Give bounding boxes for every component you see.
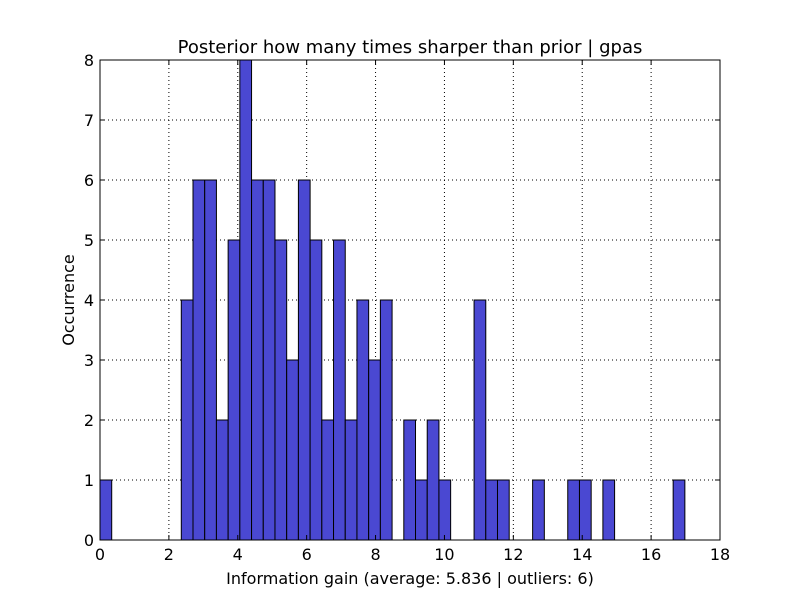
histogram-bar (473, 299, 487, 541)
y-tick-label: 7 (84, 111, 94, 130)
chart-title: Posterior how many times sharper than pr… (178, 37, 643, 58)
histogram-bar (344, 419, 358, 541)
histogram-bar (192, 179, 206, 541)
histogram-bar (415, 479, 428, 541)
histogram-bar (403, 419, 417, 541)
histogram-bar (438, 479, 452, 541)
y-tick-label: 4 (84, 291, 94, 310)
x-tick-label: 14 (572, 545, 592, 564)
histogram-bar (262, 179, 276, 541)
histogram-bar (309, 239, 323, 541)
histogram-bar (578, 479, 592, 541)
x-axis-label: Information gain (average: 5.836 | outli… (226, 569, 594, 588)
y-tick-labels: 0 1 2 3 4 5 6 7 8 (84, 51, 94, 550)
x-tick-labels: 0 2 4 6 8 10 12 14 16 18 (95, 545, 730, 564)
histogram-bar (532, 479, 545, 541)
x-tick-label: 0 (95, 545, 105, 564)
histogram-bar (99, 479, 113, 541)
y-tick-label: 0 (84, 531, 94, 550)
x-tick-label: 6 (302, 545, 312, 564)
x-tick-label: 2 (164, 545, 174, 564)
x-tick-label: 12 (503, 545, 523, 564)
histogram-bar (215, 419, 229, 541)
histogram-bar (297, 179, 311, 541)
histogram-bar (672, 479, 686, 541)
y-tick-label: 5 (84, 231, 94, 250)
histogram-bars (99, 59, 686, 541)
histogram-bar (356, 299, 370, 541)
x-tick-label: 18 (710, 545, 730, 564)
histogram-bar (239, 59, 253, 541)
x-tick-label: 16 (641, 545, 661, 564)
histogram-bar (426, 419, 440, 541)
histogram-bar (274, 239, 288, 541)
histogram-bar (496, 479, 510, 541)
histogram-bar (379, 299, 393, 541)
histogram-bar (567, 479, 580, 541)
histogram-bar (485, 479, 498, 541)
grid-lines (100, 60, 720, 540)
x-tick-label: 4 (233, 545, 243, 564)
y-tick-label: 1 (84, 471, 94, 490)
histogram-bar (333, 239, 346, 541)
histogram-bar (204, 179, 217, 541)
x-tick-label: 8 (370, 545, 380, 564)
y-tick-label: 8 (84, 51, 94, 70)
y-axis-label: Occurrence (59, 254, 78, 345)
histogram-bar (227, 239, 241, 541)
y-tick-label: 3 (84, 351, 94, 370)
histogram-bar (180, 299, 194, 541)
histogram-bar (602, 479, 616, 541)
histogram-bar (286, 359, 299, 541)
axis-ticks (99, 59, 721, 541)
y-tick-label: 2 (84, 411, 94, 430)
histogram-bar (368, 359, 381, 541)
y-tick-label: 6 (84, 171, 94, 190)
x-tick-label: 10 (434, 545, 454, 564)
histogram-bar (321, 419, 335, 541)
histogram-bar (251, 179, 264, 541)
